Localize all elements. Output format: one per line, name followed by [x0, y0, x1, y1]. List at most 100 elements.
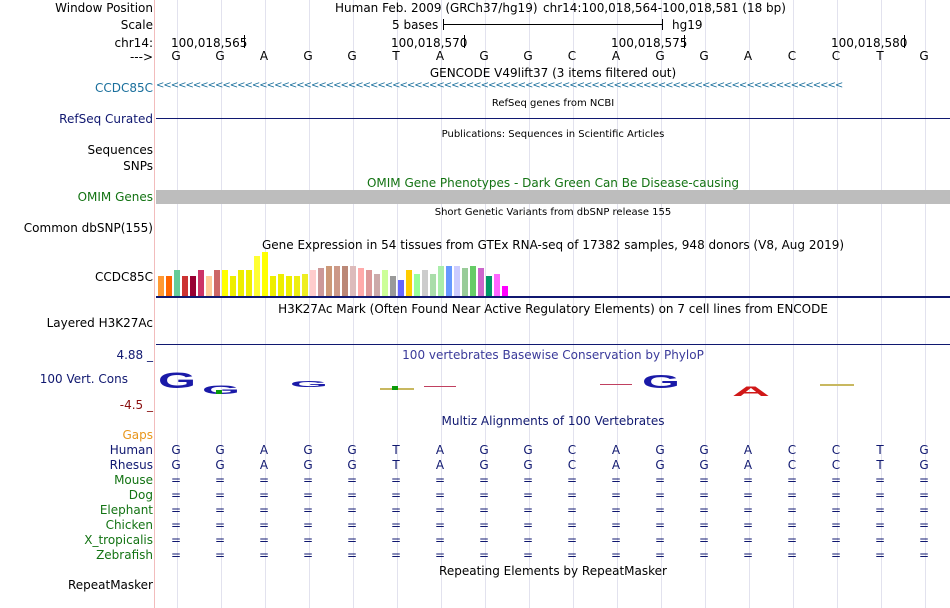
base-cell: = [874, 503, 886, 517]
position-tick-mark-3 [684, 35, 685, 48]
repeatmasker-track-label[interactable]: RepeatMasker [67, 578, 153, 592]
gtex-bar[interactable] [270, 276, 276, 296]
grid-line [309, 0, 310, 608]
gtex-track-label[interactable]: CCDC85C [94, 270, 153, 284]
gtex-bar[interactable] [454, 266, 460, 296]
gtex-bar[interactable] [254, 256, 260, 296]
gtex-bar[interactable] [294, 276, 300, 296]
base-cell: G [347, 458, 357, 472]
species-label[interactable]: Dog [128, 488, 153, 502]
position-text[interactable]: chr14:100,018,564-100,018,581 (18 bp) [543, 1, 786, 15]
species-label[interactable]: Chicken [105, 518, 153, 532]
base-cell: G [215, 458, 225, 472]
base-cell: = [258, 533, 270, 547]
gtex-bar[interactable] [470, 266, 476, 296]
h3k27ac-track-label[interactable]: Layered H3K27Ac [46, 316, 153, 330]
grid-line [793, 0, 794, 608]
gencode-gene-feature[interactable]: <<<<<<<<<<<<<<<<<<<<<<<<<<<<<<<<<<<<<<<<… [156, 80, 843, 91]
base-cell: = [654, 503, 666, 517]
species-label[interactable]: Mouse [114, 473, 153, 487]
base-cell: G [215, 443, 225, 457]
refseq-track-label[interactable]: RefSeq Curated [59, 112, 153, 126]
species-label[interactable]: Rhesus [109, 458, 153, 472]
gtex-expression-bars[interactable] [156, 252, 950, 296]
base-cell: G [919, 443, 929, 457]
phylop-track-label[interactable]: 100 Vert. Cons [39, 372, 128, 386]
gtex-bar[interactable] [342, 266, 348, 296]
species-label[interactable]: Elephant [99, 503, 153, 517]
gtex-bar[interactable] [262, 252, 268, 296]
base-cell: G [347, 443, 357, 457]
gtex-bar[interactable] [422, 270, 428, 296]
gtex-bar[interactable] [278, 274, 284, 296]
gtex-bar[interactable] [486, 276, 492, 296]
gtex-bar[interactable] [366, 270, 372, 296]
base-cell: = [874, 518, 886, 532]
gtex-bar[interactable] [198, 270, 204, 296]
base-cell: = [698, 548, 710, 562]
base-cell: = [390, 533, 402, 547]
species-label[interactable]: Zebrafish [96, 548, 153, 562]
gtex-bar[interactable] [286, 276, 292, 296]
base-cell: = [346, 488, 358, 502]
omim-track-label[interactable]: OMIM Genes [77, 190, 153, 204]
gtex-bar[interactable] [478, 268, 484, 296]
species-label[interactable]: X_tropicalis [84, 533, 153, 547]
gtex-bar[interactable] [206, 276, 212, 296]
gtex-bar[interactable] [334, 266, 340, 296]
refseq-gene-line[interactable] [156, 118, 950, 119]
gencode-track-label[interactable]: CCDC85C [94, 81, 153, 95]
gtex-bar[interactable] [390, 276, 396, 296]
phylop-logo-a-1: A [732, 383, 770, 399]
gtex-bar[interactable] [318, 268, 324, 296]
gtex-bar[interactable] [246, 270, 252, 296]
omim-track-title: OMIM Gene Phenotypes - Dark Green Can Be… [366, 176, 740, 190]
omim-feature-band[interactable] [156, 190, 950, 204]
repeatmasker-track-title: Repeating Elements by RepeatMasker [439, 564, 667, 578]
gtex-bar[interactable] [446, 266, 452, 296]
gtex-bar[interactable] [462, 268, 468, 296]
base-cell: = [390, 473, 402, 487]
gtex-bar[interactable] [190, 276, 196, 296]
base-cell: = [170, 503, 182, 517]
gtex-bar[interactable] [398, 280, 404, 296]
base-cell: = [742, 488, 754, 502]
base-cell: = [214, 488, 226, 502]
gtex-bar[interactable] [414, 274, 420, 296]
gtex-bar[interactable] [230, 276, 236, 296]
gtex-bar[interactable] [174, 270, 180, 296]
phylop-logo[interactable]: G G G G A [156, 370, 950, 400]
gtex-bar[interactable] [166, 276, 172, 296]
gtex-bar[interactable] [222, 270, 228, 296]
gtex-bar[interactable] [382, 270, 388, 296]
gtex-bar[interactable] [358, 268, 364, 296]
gtex-bar[interactable] [302, 274, 308, 296]
base-cell: = [214, 518, 226, 532]
gtex-bar[interactable] [350, 266, 356, 296]
gtex-bar[interactable] [238, 270, 244, 296]
gtex-bar[interactable] [182, 276, 188, 296]
publications-snps-label[interactable]: SNPs [123, 159, 153, 173]
publications-sequences-label[interactable]: Sequences [87, 143, 153, 157]
base-cell: G [919, 49, 929, 63]
gtex-bar[interactable] [326, 266, 332, 296]
phylop-logo-red-2 [600, 384, 632, 385]
multiz-gaps-label[interactable]: Gaps [122, 428, 153, 442]
gtex-bar[interactable] [502, 286, 508, 296]
gtex-bar[interactable] [438, 266, 444, 296]
gtex-bar[interactable] [310, 270, 316, 296]
base-cell: = [214, 473, 226, 487]
gtex-bar[interactable] [406, 270, 412, 296]
gtex-bar[interactable] [430, 274, 436, 296]
base-cell: = [478, 488, 490, 502]
dbsnp-track-label[interactable]: Common dbSNP(155) [23, 221, 153, 235]
gtex-bar[interactable] [158, 276, 164, 296]
gtex-bar[interactable] [214, 270, 220, 296]
base-cell: A [259, 49, 269, 63]
scale-bar-left-tick [443, 19, 444, 30]
gtex-bar[interactable] [494, 274, 500, 296]
scale-text: 5 bases [392, 18, 439, 32]
species-label[interactable]: Human [109, 443, 153, 457]
gtex-bar[interactable] [374, 274, 380, 296]
base-cell: G [699, 458, 709, 472]
